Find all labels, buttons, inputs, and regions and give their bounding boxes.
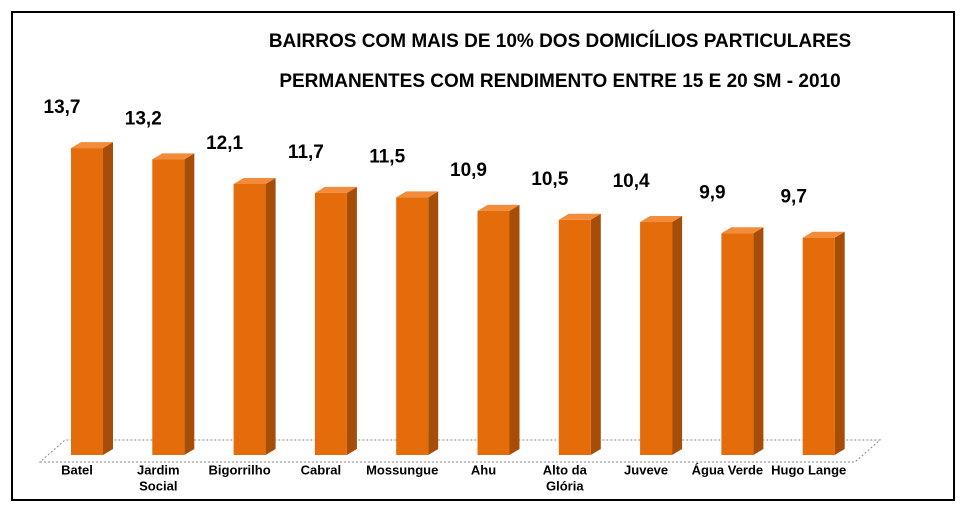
value-label: 10,5 (531, 169, 568, 190)
bar-top (233, 177, 276, 184)
bar-top (71, 142, 113, 149)
x-tick-label: Alto da (543, 462, 588, 477)
value-label: 13,7 (44, 97, 81, 118)
x-tick-label: Social (139, 478, 177, 493)
bar-top (477, 204, 520, 211)
bar (802, 231, 845, 455)
bar-side (590, 213, 601, 455)
bar-front (396, 197, 429, 455)
bar-side (184, 153, 195, 455)
value-label: 12,1 (206, 133, 243, 154)
bar (640, 216, 683, 455)
bar-front (802, 237, 835, 455)
value-label: 13,2 (125, 108, 162, 129)
x-tick-label: Batel (61, 462, 93, 477)
x-tick-label: Água Verde (692, 462, 764, 477)
bar-top (640, 216, 683, 223)
x-tick-label: Glória (546, 478, 584, 493)
bar-front (152, 159, 185, 455)
x-tick-label: Bigorrilho (209, 462, 271, 477)
value-label: 10,9 (450, 160, 487, 181)
bar (396, 191, 439, 455)
bar-front (71, 148, 103, 455)
x-tick-label: Cabral (301, 462, 341, 477)
bar-side (346, 186, 357, 456)
bar (314, 186, 357, 456)
value-label: 9,7 (780, 187, 806, 208)
bar-front (721, 233, 754, 455)
bar-side (428, 191, 439, 455)
bar (71, 142, 113, 455)
bar-top (152, 153, 195, 160)
value-label: 11,7 (288, 142, 324, 163)
chart-title: BAIRROS COM MAIS DE 10% DOS DOMICÍLIOS P… (269, 30, 851, 52)
bar-top (314, 186, 357, 193)
bar (477, 204, 520, 455)
x-tick-label: Juveve (624, 462, 668, 477)
x-tick-label: Jardim (137, 462, 180, 477)
bar (721, 227, 764, 455)
bar-side (265, 177, 276, 455)
x-tick-label: Mossungue (366, 462, 438, 477)
bar-top (721, 227, 764, 234)
value-label: 10,4 (613, 171, 650, 192)
bar-front (233, 183, 266, 455)
chart-title: PERMANENTES COM RENDIMENTO ENTRE 15 E 20… (279, 71, 840, 92)
bar-side (672, 216, 683, 455)
bar-side (753, 227, 764, 455)
bar-front (477, 210, 510, 455)
bar-side (103, 142, 113, 455)
bar-front (314, 192, 347, 456)
bar-top (558, 213, 601, 220)
bar (152, 153, 195, 455)
bar-front (558, 219, 591, 455)
bar-front (640, 222, 673, 455)
bar (233, 177, 276, 455)
x-tick-label: Ahu (471, 462, 496, 477)
value-label: 9,9 (699, 182, 725, 203)
value-label: 11,5 (369, 146, 405, 167)
x-tick-label: Hugo Lange (771, 462, 846, 477)
bar-top (802, 231, 845, 238)
bar (558, 213, 601, 455)
bar-top (396, 191, 439, 198)
bar-side (834, 231, 845, 455)
bar-side (509, 204, 520, 455)
